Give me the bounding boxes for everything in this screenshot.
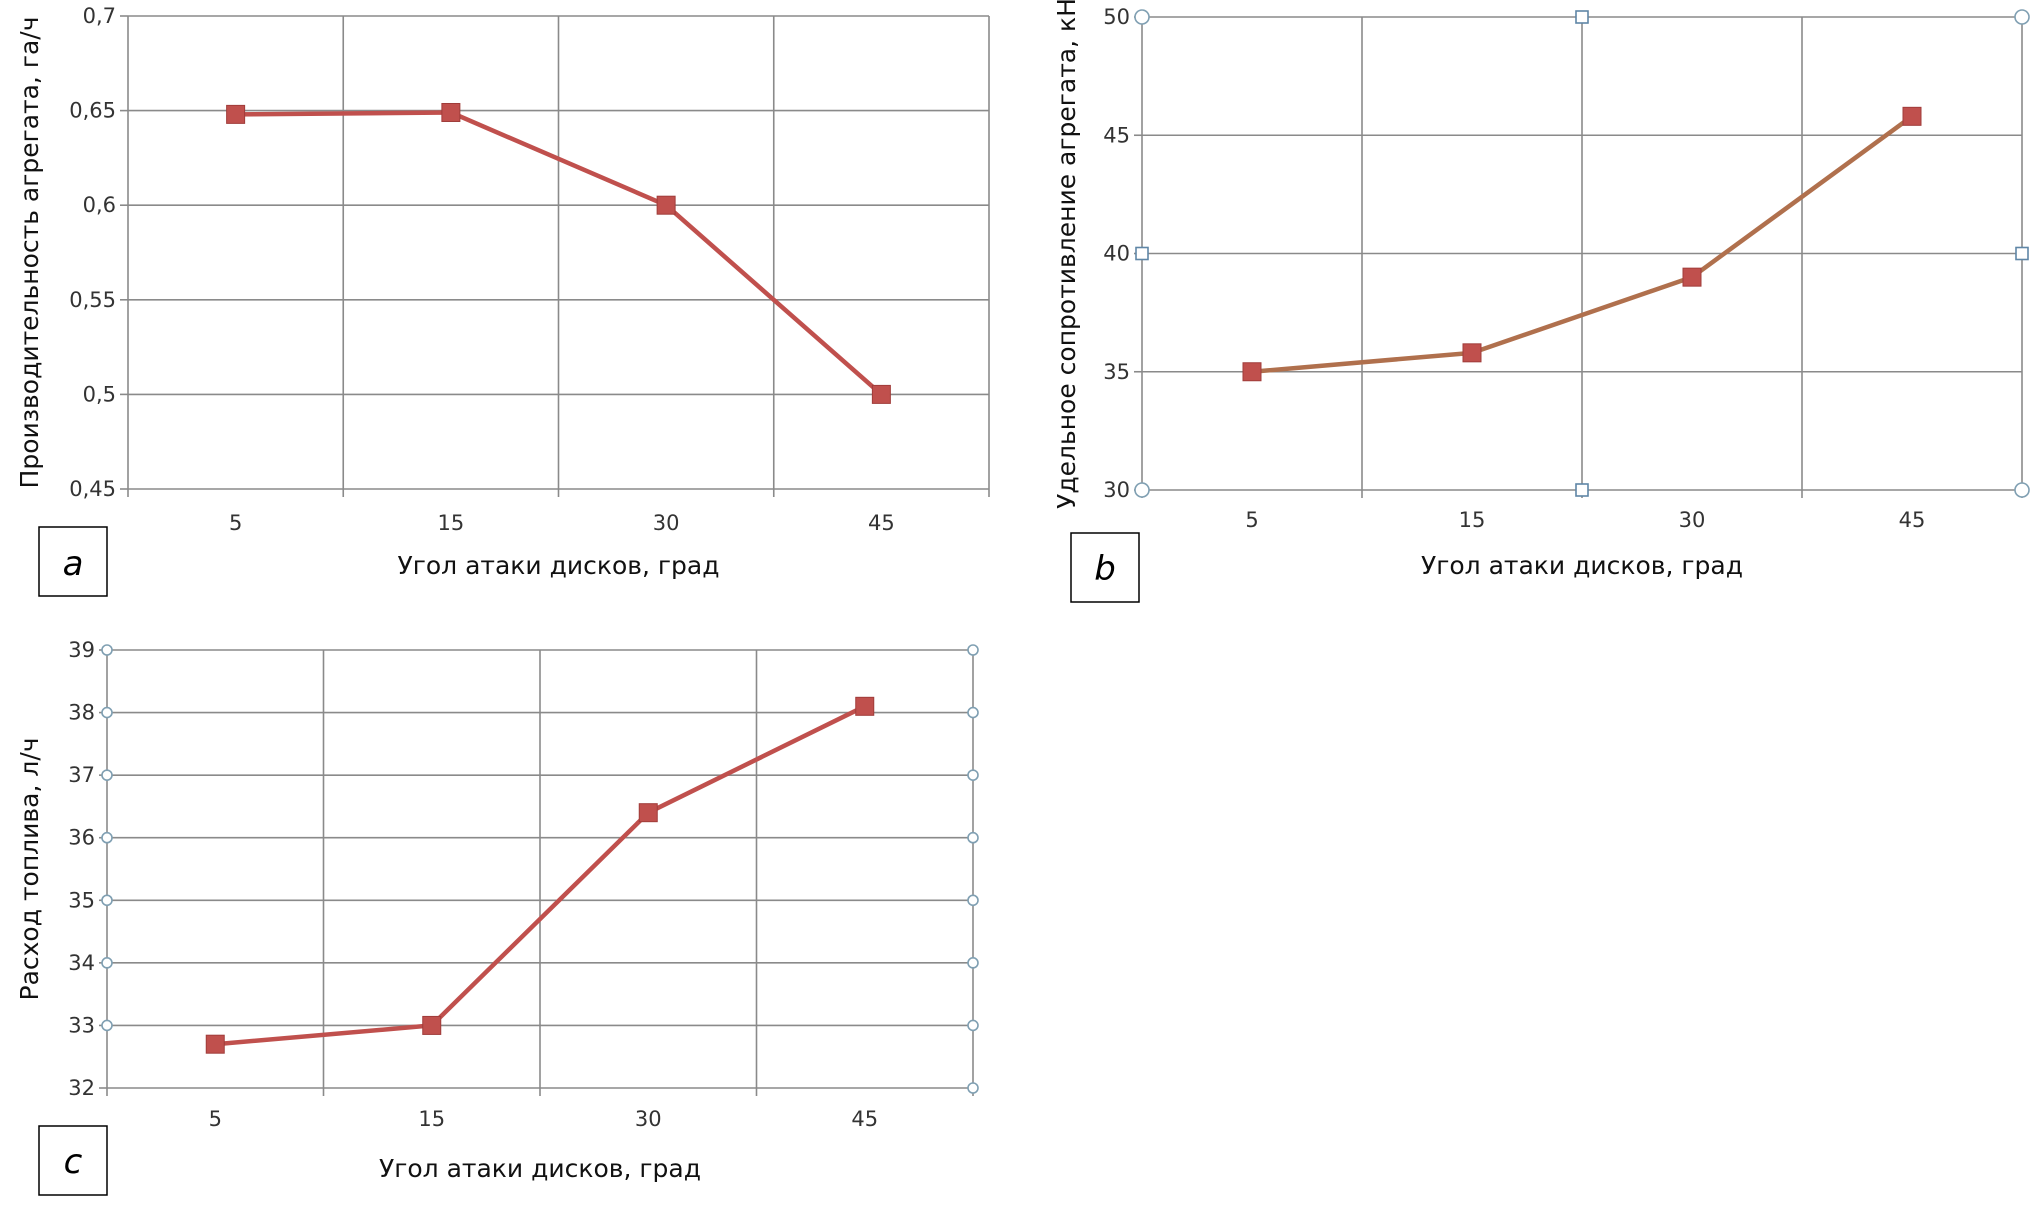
y-tick-label: 45 (1103, 123, 1130, 147)
selection-handle-right (967, 769, 979, 781)
y-tick-label: 34 (68, 951, 95, 975)
data-point-marker (226, 104, 246, 124)
x-tick-label: 45 (868, 511, 895, 535)
y-tick-label: 0,7 (83, 4, 116, 28)
y-axis-title: Расход топлива, л/ч (15, 737, 44, 1000)
selection-handle-right (967, 1082, 979, 1094)
data-point-marker (441, 102, 461, 122)
selection-handle-side (1575, 10, 1589, 24)
selection-handle-corner (2014, 482, 2030, 498)
x-tick-label: 30 (1679, 508, 1706, 532)
panel-letter-b: b (1094, 549, 1116, 589)
selection-handle-side (1135, 246, 1149, 261)
y-tick-label: 37 (68, 763, 95, 787)
selection-handle-left (101, 957, 113, 969)
x-axis-title: Угол атаки дисков, град (1421, 551, 1743, 580)
selection-handle-right (967, 1019, 979, 1032)
data-point-marker (1902, 106, 1922, 126)
y-tick-label: 33 (68, 1013, 95, 1037)
x-tick-label: 15 (1459, 508, 1486, 532)
selection-handle-corner (1134, 482, 1150, 498)
panel-label-b: b (1070, 532, 1140, 603)
selection-handle-right (967, 894, 979, 907)
x-axis-title: Угол атаки дисков, град (398, 551, 720, 580)
data-point-marker (422, 1015, 442, 1035)
y-tick-label: 35 (68, 888, 95, 912)
y-tick-label: 50 (1103, 5, 1130, 29)
chart-b-specific-resistance: 30 35 40 45 50 5 15 30 45 Удельное сопротивление … (1052, 0, 2030, 580)
x-tick-label: 5 (1245, 508, 1258, 532)
x-tick-label: 15 (438, 511, 465, 535)
data-point-marker (855, 696, 875, 716)
data-point-marker (638, 803, 658, 823)
y-tick-label: 0,65 (69, 99, 116, 123)
selection-handle-right (967, 957, 979, 969)
selection-handle-left (101, 769, 113, 781)
y-tick-label: 0,5 (83, 382, 116, 406)
selection-handle-corner (1134, 9, 1150, 25)
selection-handle-left (101, 831, 113, 844)
y-tick-label: 0,55 (69, 288, 116, 312)
y-tick-label: 39 (68, 638, 95, 662)
selection-handle-left (101, 894, 113, 907)
chart-a-productivity: 0,45 0,5 0,55 0,6 0,65 0,7 5 15 30 45 Производител… (15, 4, 990, 580)
y-tick-label: 36 (68, 826, 95, 850)
panel-letter-a: a (63, 544, 84, 584)
x-tick-label: 15 (418, 1107, 445, 1131)
panel-label-a: a (38, 526, 108, 597)
y-axis-title: Производительность агрегата, га/ч (15, 17, 44, 489)
y-tick-label: 0,6 (83, 193, 116, 217)
data-point-marker (205, 1034, 225, 1054)
selection-handle-right (967, 706, 979, 719)
series-line (1251, 114, 1914, 374)
selection-handle-right (967, 644, 979, 656)
series-line (215, 704, 866, 1047)
data-point-marker (1242, 362, 1262, 382)
selection-handle-left (101, 1019, 113, 1032)
selection-handle-side (2015, 246, 2029, 261)
selection-handle-side (1575, 483, 1589, 497)
y-tick-label: 35 (1103, 360, 1130, 384)
data-point-marker (1462, 343, 1482, 363)
y-tick-label: 38 (68, 701, 95, 725)
y-tick-label: 32 (68, 1076, 95, 1100)
data-point-marker (656, 195, 676, 215)
y-tick-label: 30 (1103, 478, 1130, 502)
y-tick-label: 0,45 (69, 477, 116, 501)
y-tick-label: 40 (1103, 242, 1130, 266)
x-tick-label: 30 (635, 1107, 662, 1131)
panel-label-c: c (38, 1125, 108, 1196)
x-tick-label: 30 (653, 511, 680, 535)
panel-letter-c: c (64, 1142, 83, 1182)
selection-handle-left (101, 706, 113, 719)
x-tick-label: 5 (229, 511, 242, 535)
selection-handle-right (967, 831, 979, 844)
data-point-marker (1682, 267, 1702, 287)
series-line (235, 110, 883, 397)
chart-c-fuel-consumption: 32 33 34 35 36 37 38 39 5 15 30 45 Расход топлива, л… (15, 638, 979, 1183)
selection-handle-left (101, 644, 113, 656)
x-tick-label: 45 (1899, 508, 1926, 532)
selection-handle-corner (2014, 9, 2030, 25)
x-tick-label: 45 (851, 1107, 878, 1131)
data-point-marker (871, 384, 891, 404)
y-axis-title: Удельное сопротивление агрегата, кН (1052, 0, 1081, 509)
x-tick-label: 5 (209, 1107, 222, 1131)
x-axis-title: Угол атаки дисков, град (379, 1154, 701, 1183)
